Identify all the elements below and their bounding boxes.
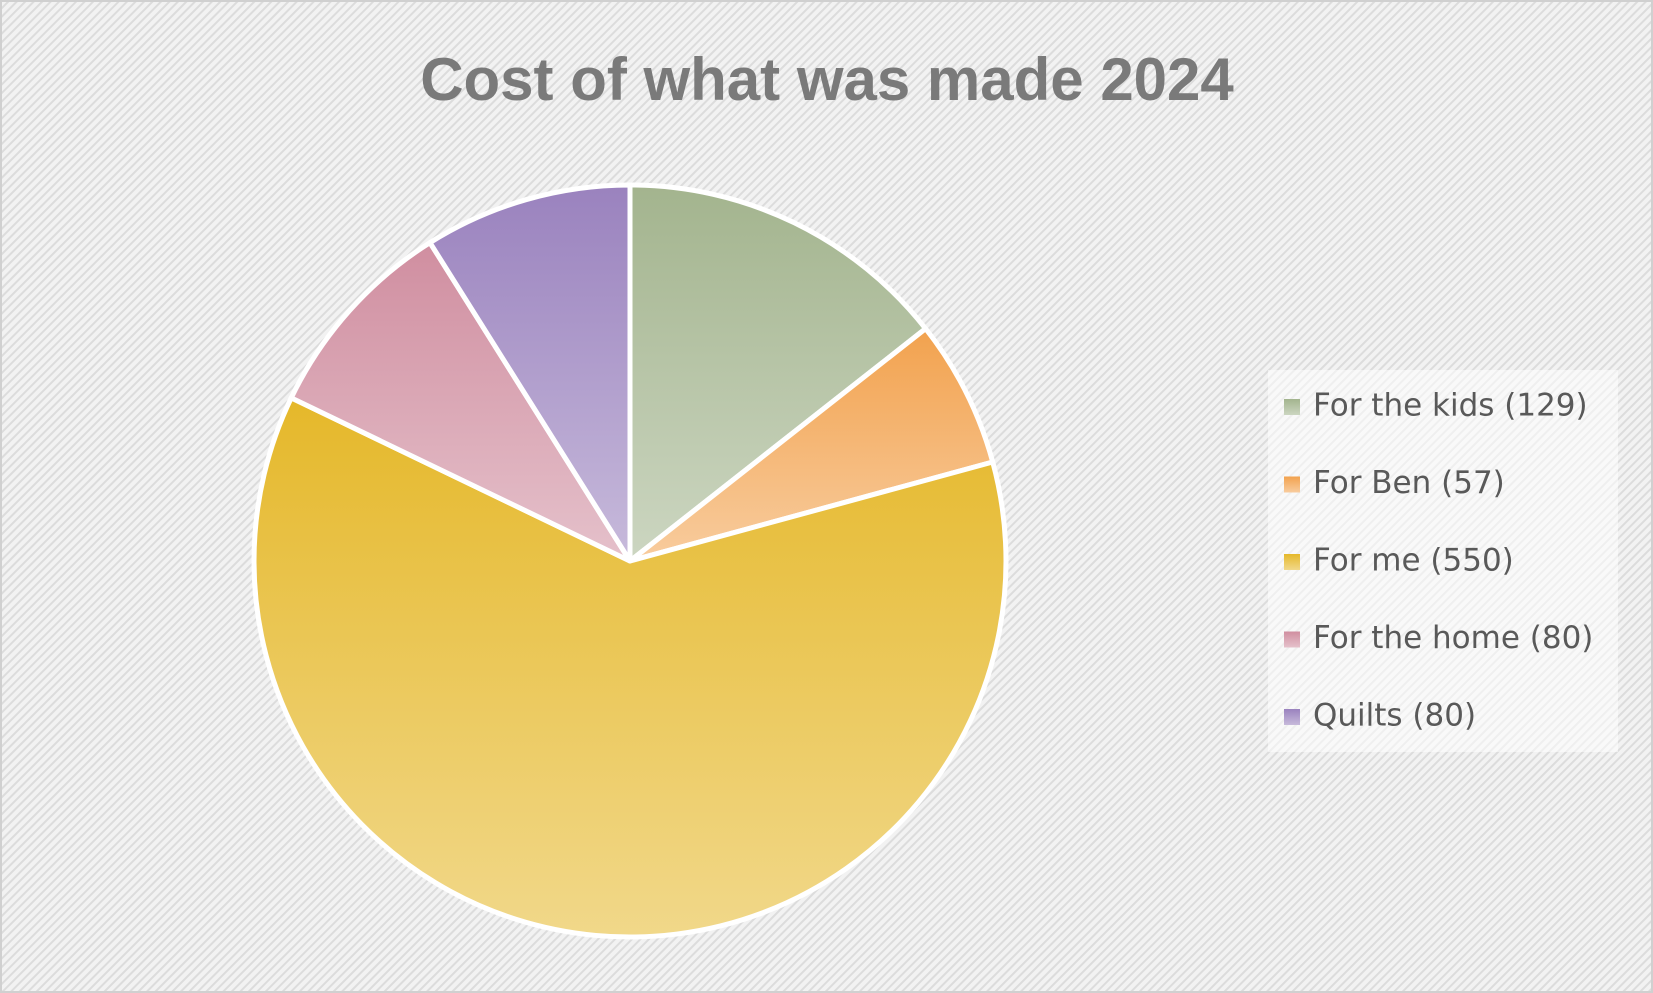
legend-label: For the home (80) bbox=[1313, 620, 1593, 656]
legend-swatch bbox=[1284, 399, 1300, 415]
legend-swatch bbox=[1284, 631, 1300, 648]
legend-label: Quilts (80) bbox=[1313, 698, 1476, 734]
legend-swatch bbox=[1284, 709, 1300, 725]
legend-box bbox=[1268, 370, 1618, 752]
legend-swatch bbox=[1284, 554, 1300, 570]
legend-label: For the kids (129) bbox=[1313, 388, 1588, 424]
legend-swatch bbox=[1284, 476, 1300, 493]
chart-title: Cost of what was made 2024 bbox=[420, 46, 1234, 113]
pie-slice bbox=[627, 326, 996, 564]
pie-slice bbox=[251, 395, 1009, 940]
pie-slice bbox=[288, 240, 633, 564]
legend-label: For me (550) bbox=[1313, 543, 1514, 579]
legend-label: For Ben (57) bbox=[1313, 465, 1505, 501]
pie-slice bbox=[427, 182, 633, 564]
pie-slice bbox=[627, 182, 929, 564]
